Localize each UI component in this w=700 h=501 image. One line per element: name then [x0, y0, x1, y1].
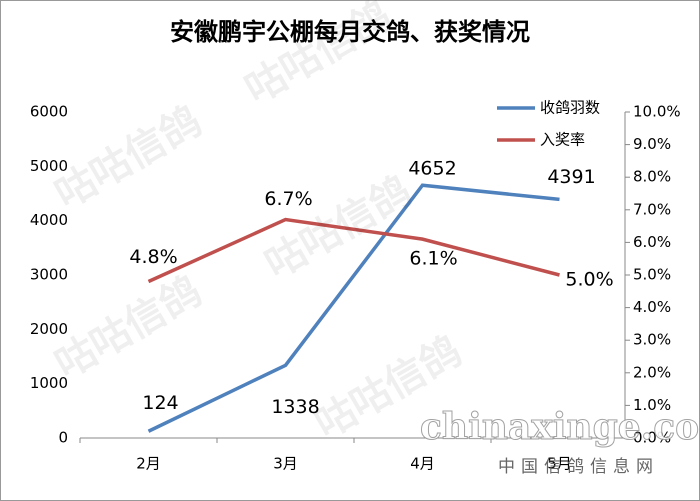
series-line	[147, 217, 560, 284]
y2-tick-label: 5.0%	[633, 266, 671, 284]
x-tick-label: 5月	[547, 455, 572, 473]
y-tick-label: 4000	[30, 211, 68, 229]
y2-tick-label: 9.0%	[633, 135, 671, 153]
y2-tick-label: 7.0%	[633, 200, 671, 218]
y-tick-label: 1000	[30, 374, 68, 392]
series-line	[147, 183, 560, 433]
y2-tick-label: 0.0%	[633, 429, 671, 447]
data-label: 4391	[547, 166, 595, 188]
data-label: 124	[142, 392, 178, 414]
data-label: 4.8%	[129, 246, 177, 268]
y-tick-label: 5000	[30, 157, 68, 175]
legend-label: 入奖率	[540, 131, 585, 149]
data-label: 1338	[271, 396, 319, 418]
x-tick-label: 3月	[273, 455, 298, 473]
y2-tick-label: 8.0%	[633, 168, 671, 186]
y2-tick-label: 3.0%	[633, 331, 671, 349]
y2-tick-label: 2.0%	[633, 363, 671, 381]
y-tick-label: 6000	[30, 103, 68, 121]
y-tick-label: 2000	[30, 320, 68, 338]
x-tick-label: 2月	[136, 455, 161, 473]
y2-tick-label: 10.0%	[633, 103, 681, 121]
y-tick-label: 0	[58, 429, 68, 447]
chart-title: 安徽鹏宇公棚每月交鸽、获奖情况	[170, 18, 530, 46]
watermark-url: chinaxinge.com	[420, 406, 700, 448]
y2-tick-label: 6.0%	[633, 233, 671, 251]
data-label: 4652	[408, 158, 456, 180]
data-label: 5.0%	[565, 269, 613, 291]
y2-tick-label: 4.0%	[633, 298, 671, 316]
data-label: 6.7%	[264, 188, 312, 210]
legend-label: 收鸽羽数	[540, 99, 600, 117]
data-label: 6.1%	[409, 248, 457, 270]
watermark-site: 中国信鸽信息网	[498, 457, 659, 477]
y2-tick-label: 1.0%	[633, 396, 671, 414]
y-tick-label: 3000	[30, 266, 68, 284]
x-tick-label: 4月	[410, 455, 435, 473]
